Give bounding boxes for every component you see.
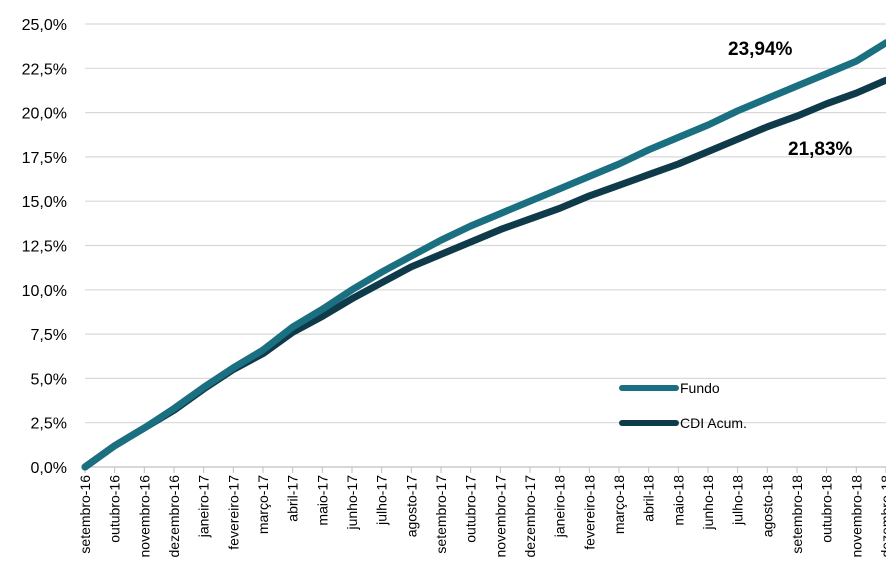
x-tick-label: maio-17 bbox=[314, 475, 330, 526]
x-tick-label: dezembro-17 bbox=[522, 475, 538, 558]
legend-label: CDI Acum. bbox=[680, 415, 747, 431]
x-tick-label: julho-18 bbox=[730, 475, 746, 526]
series-line-fundo bbox=[81, 39, 886, 471]
x-tick-label: novembro-17 bbox=[492, 475, 508, 558]
series-lines bbox=[81, 39, 886, 471]
x-tick-label: março-17 bbox=[255, 475, 271, 534]
x-tick-label: junho-18 bbox=[700, 475, 716, 531]
x-tick-label: abril-18 bbox=[641, 475, 657, 522]
x-tick-label: fevereiro-17 bbox=[225, 475, 241, 550]
x-tick-label: abril-17 bbox=[285, 475, 301, 522]
end-value-label: 23,94% bbox=[728, 39, 793, 60]
y-tick-label: 17,5% bbox=[22, 150, 67, 167]
x-tick-label: junho-17 bbox=[344, 475, 360, 531]
y-tick-label: 22,5% bbox=[22, 61, 67, 78]
y-tick-label: 20,0% bbox=[22, 106, 67, 123]
x-tick-label: janeiro-17 bbox=[196, 475, 212, 538]
x-tick-label: março-18 bbox=[611, 475, 627, 534]
x-tick-label: novembro-16 bbox=[136, 475, 152, 558]
x-tick-label: maio-18 bbox=[670, 475, 686, 526]
y-tick-label: 0,0% bbox=[31, 460, 67, 477]
y-axis: 0,0% 2,5% 5,0% 7,5% 10,0% 12,5% 15,0% 17,5% 20,0… bbox=[22, 17, 67, 477]
x-tick-label: setembro-16 bbox=[77, 475, 93, 554]
x-tick-label: outubro-17 bbox=[463, 475, 479, 543]
x-tick-label: setembro-18 bbox=[789, 475, 805, 554]
end-value-label: 21,83% bbox=[788, 139, 853, 160]
x-tick-label: setembro-17 bbox=[433, 475, 449, 554]
legend: Fundo CDI Acum. bbox=[619, 380, 747, 431]
x-tick-label: novembro-18 bbox=[848, 475, 864, 558]
y-tick-label: 25,0% bbox=[22, 17, 67, 34]
x-tick-label: janeiro-18 bbox=[552, 475, 568, 538]
y-tick-label: 7,5% bbox=[31, 327, 67, 344]
x-tick-label: agosto-18 bbox=[759, 475, 775, 537]
end-labels: 23,94% 21,83% bbox=[728, 39, 853, 160]
y-tick-label: 5,0% bbox=[31, 371, 67, 388]
x-tick-label: agosto-17 bbox=[403, 475, 419, 537]
x-tick-label: outubro-16 bbox=[107, 475, 123, 543]
x-tick-label: dezembro-16 bbox=[166, 475, 182, 558]
x-axis: setembro-16 outubro-16 novembro-16 dezembro… bbox=[77, 466, 886, 558]
x-tick-label: dezembro-18 bbox=[878, 475, 886, 558]
series-line-cdi-acum bbox=[81, 76, 886, 471]
legend-label: Fundo bbox=[680, 380, 720, 396]
x-tick-label: julho-17 bbox=[374, 475, 390, 526]
y-tick-label: 12,5% bbox=[22, 239, 67, 256]
x-tick-label: outubro-18 bbox=[819, 475, 835, 543]
y-tick-label: 2,5% bbox=[31, 416, 67, 433]
x-tick-label: fevereiro-18 bbox=[581, 475, 597, 550]
y-tick-label: 15,0% bbox=[22, 194, 67, 211]
y-tick-label: 10,0% bbox=[22, 283, 67, 300]
